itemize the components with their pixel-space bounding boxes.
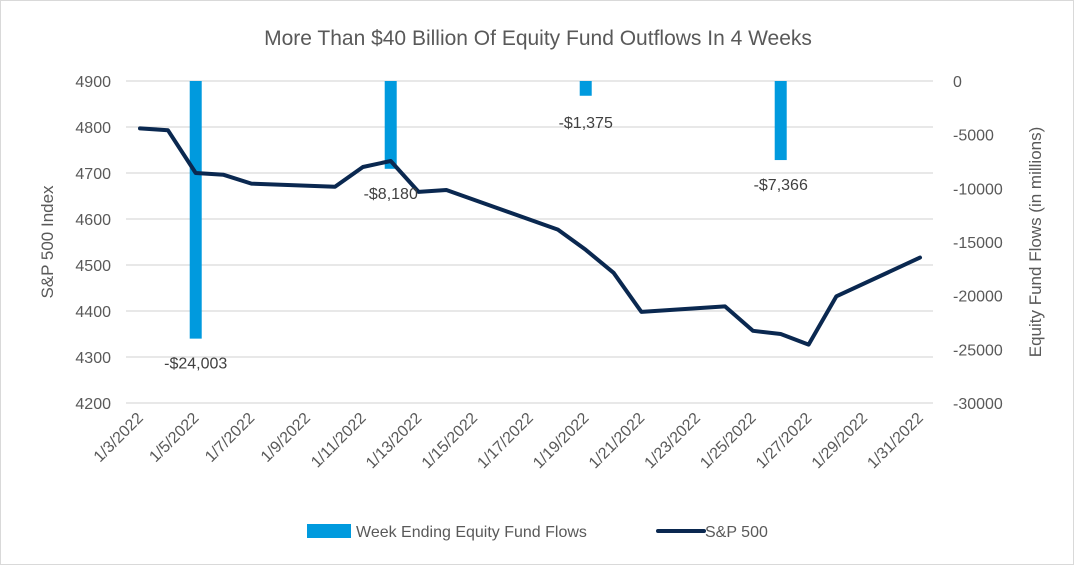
legend-swatch-fund-flows xyxy=(307,524,351,538)
right-tick-label: -15000 xyxy=(953,235,1003,252)
legend: Week Ending Equity Fund Flows S&P 500 xyxy=(307,524,768,541)
right-tick-label: 0 xyxy=(953,74,962,91)
fund-flow-bar xyxy=(190,81,202,339)
x-tick-label: 1/7/2022 xyxy=(202,410,258,466)
right-axis-title: Equity Fund Flows (in millions) xyxy=(1026,127,1045,358)
left-tick-label: 4500 xyxy=(75,258,111,275)
left-tick-label: 4800 xyxy=(75,120,111,137)
x-tick-label: 1/25/2022 xyxy=(697,410,759,472)
sp500-line xyxy=(140,128,920,344)
left-tick-label: 4400 xyxy=(75,304,111,321)
left-axis-ticks: 4900 4800 4700 4600 4500 4400 4300 4200 xyxy=(75,74,111,413)
x-tick-label: 1/3/2022 xyxy=(91,410,147,466)
line-series xyxy=(140,128,920,344)
bar-series xyxy=(190,81,787,339)
left-axis-title: S&P 500 Index xyxy=(38,185,57,299)
x-tick-label: 1/17/2022 xyxy=(474,410,536,472)
legend-label-sp500: S&P 500 xyxy=(705,524,768,541)
right-tick-label: -5000 xyxy=(953,128,994,145)
fund-flow-bar xyxy=(385,81,397,169)
fund-flow-bar xyxy=(775,81,787,160)
left-tick-label: 4300 xyxy=(75,350,111,367)
left-tick-label: 4700 xyxy=(75,166,111,183)
legend-label-fund-flows: Week Ending Equity Fund Flows xyxy=(356,524,587,541)
right-tick-label: -20000 xyxy=(953,289,1003,306)
fund-flow-data-label: -$8,180 xyxy=(364,186,418,203)
left-tick-label: 4900 xyxy=(75,74,111,91)
bar-data-labels: -$24,003 -$8,180 -$1,375 -$7,366 xyxy=(164,115,808,373)
left-tick-label: 4200 xyxy=(75,396,111,413)
right-tick-label: -30000 xyxy=(953,396,1003,413)
gridlines xyxy=(126,81,933,403)
x-tick-label: 1/9/2022 xyxy=(258,410,314,466)
left-tick-label: 4600 xyxy=(75,212,111,229)
right-tick-label: -10000 xyxy=(953,181,1003,198)
x-tick-label: 1/19/2022 xyxy=(530,410,592,472)
x-tick-label: 1/27/2022 xyxy=(753,410,815,472)
x-tick-label: 1/11/2022 xyxy=(308,410,370,472)
right-axis-ticks: 0 -5000 -10000 -15000 -20000 -25000 -30000 xyxy=(953,74,1003,413)
x-tick-label: 1/13/2022 xyxy=(363,410,425,472)
fund-flow-data-label: -$7,366 xyxy=(754,177,808,194)
fund-flow-data-label: -$1,375 xyxy=(559,115,613,132)
fund-flow-data-label: -$24,003 xyxy=(164,356,227,373)
x-tick-label: 1/23/2022 xyxy=(642,410,704,472)
x-tick-label: 1/15/2022 xyxy=(419,410,481,472)
x-tick-label: 1/29/2022 xyxy=(809,410,871,472)
chart-title: More Than $40 Billion Of Equity Fund Out… xyxy=(264,27,812,50)
x-tick-label: 1/5/2022 xyxy=(146,410,202,466)
fund-flow-bar xyxy=(580,81,592,96)
right-tick-label: -25000 xyxy=(953,342,1003,359)
x-tick-label: 1/21/2022 xyxy=(586,410,648,472)
x-tick-label: 1/31/2022 xyxy=(864,410,926,472)
